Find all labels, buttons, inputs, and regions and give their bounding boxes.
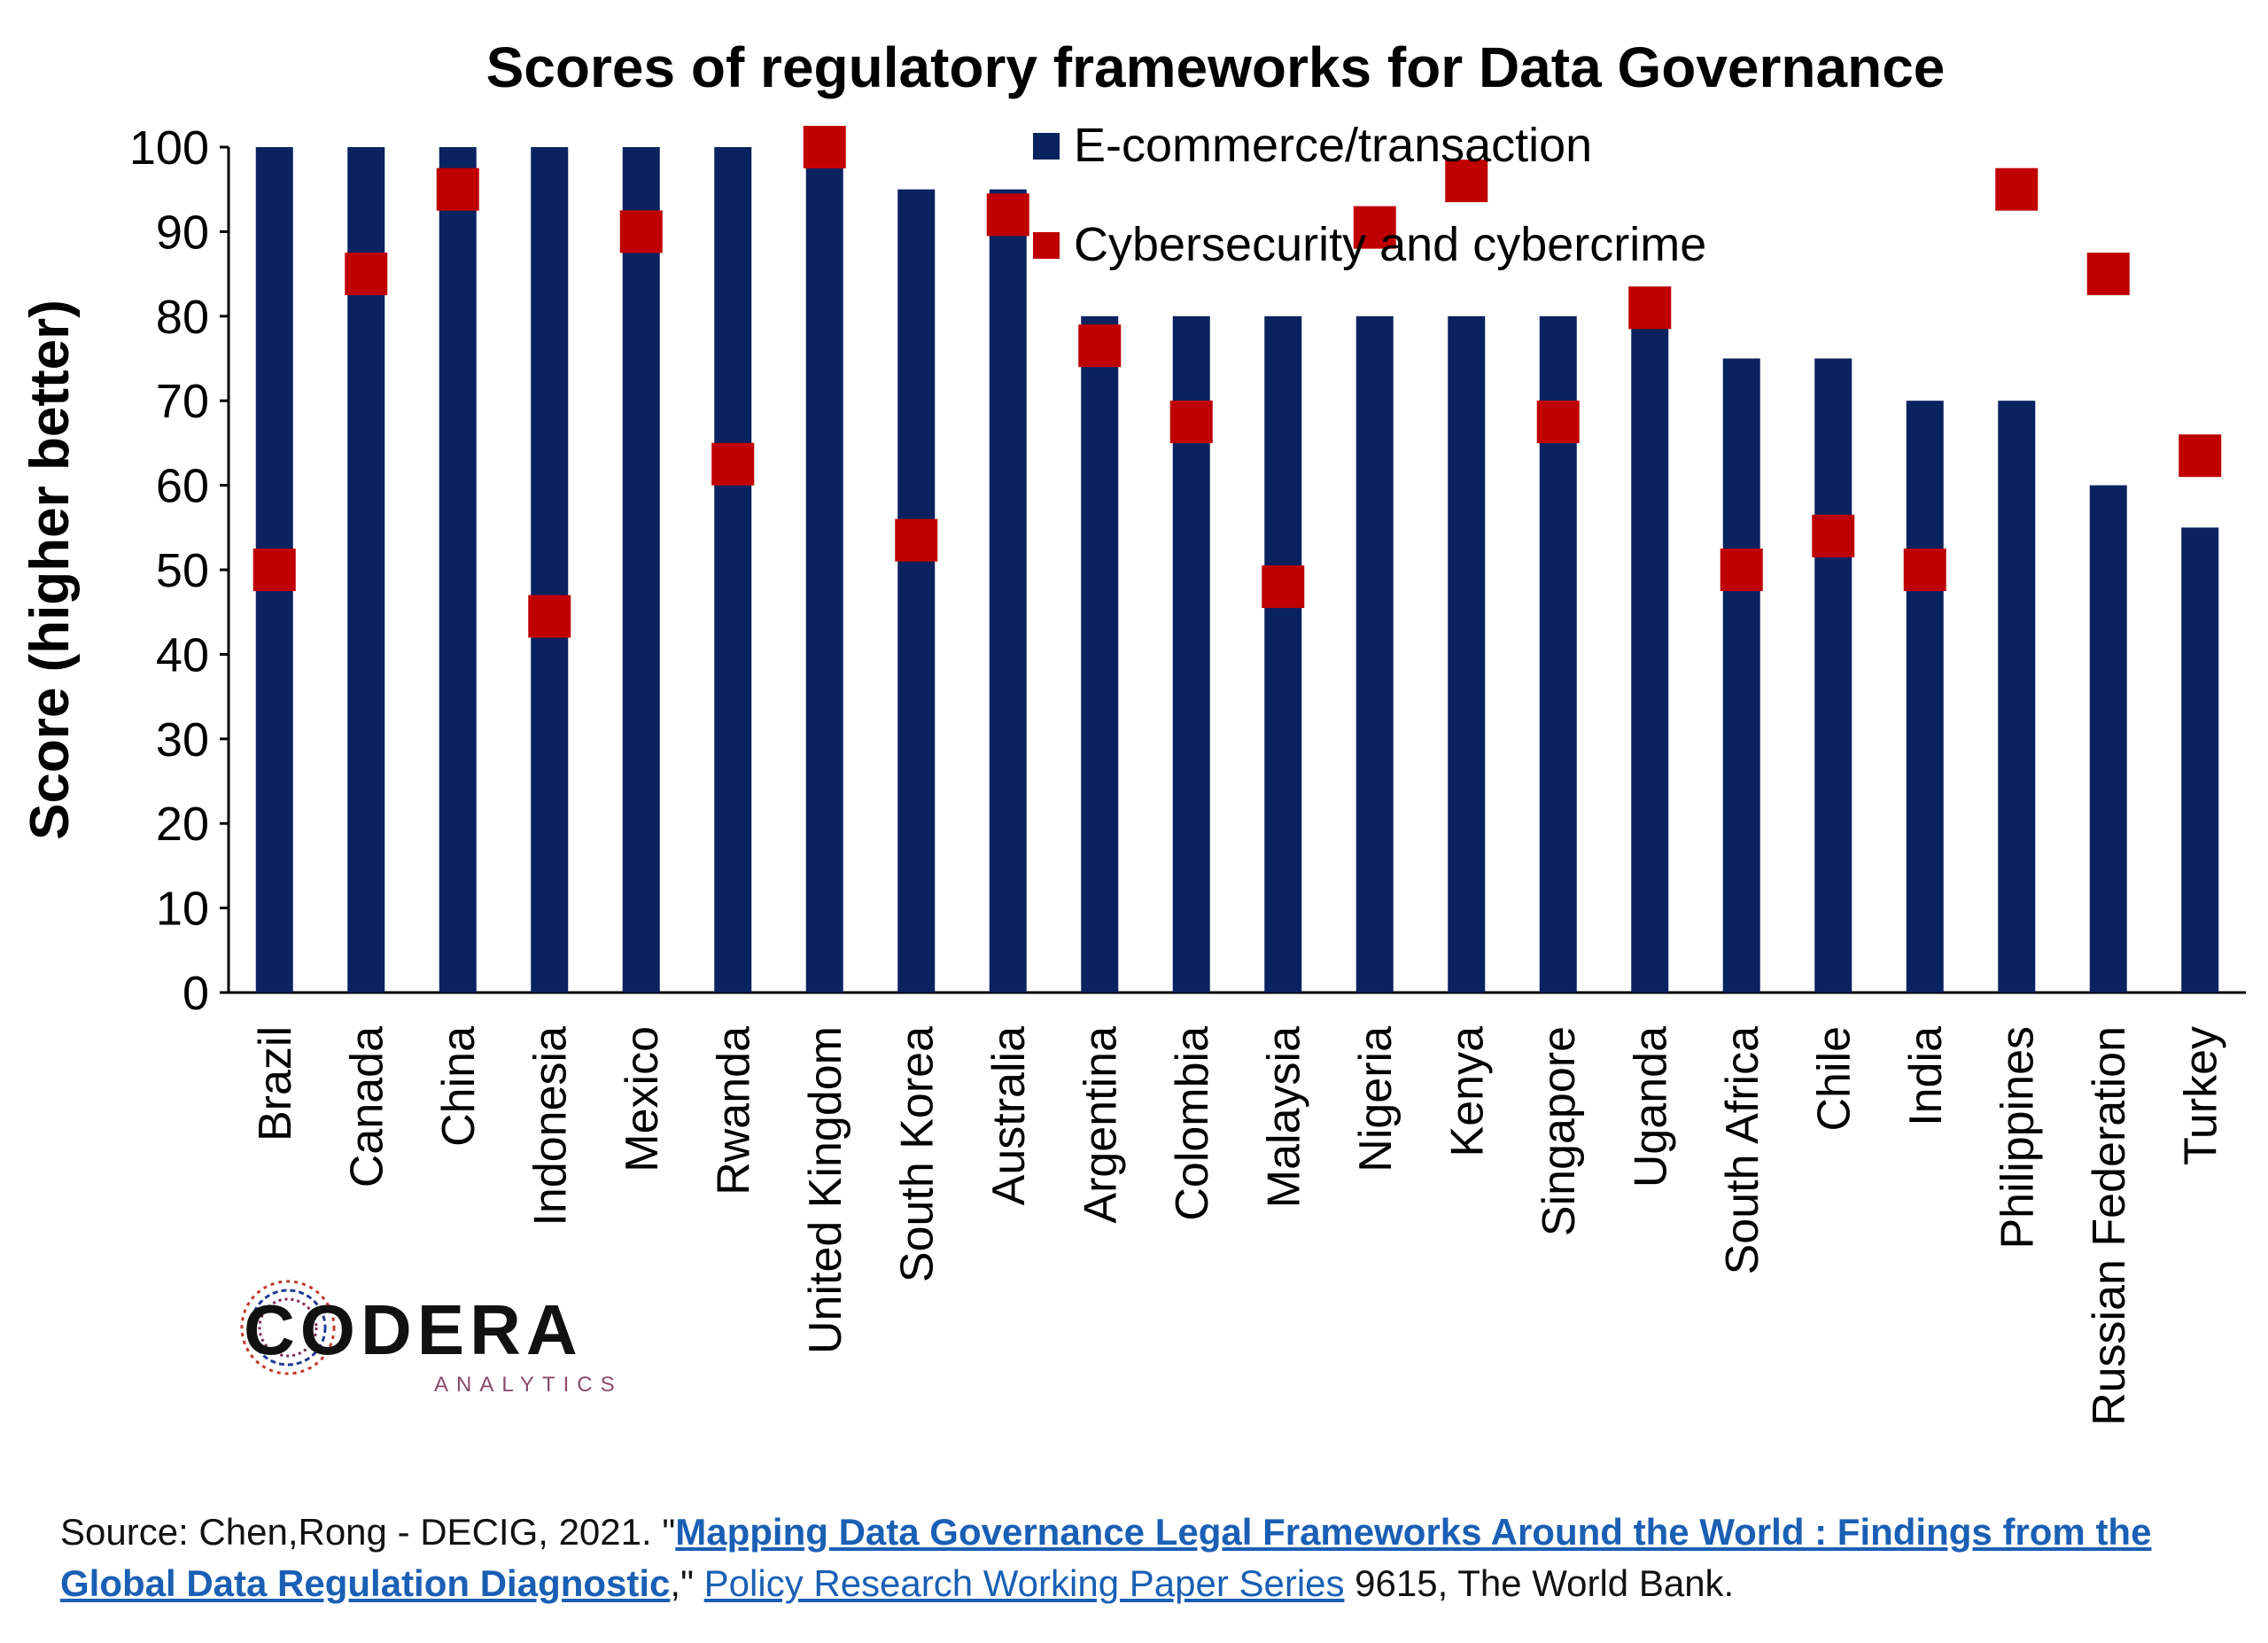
x-tick-label: Uganda	[1625, 1026, 1676, 1187]
y-tick-label: 0	[183, 967, 209, 1020]
marker-mexico	[619, 210, 663, 253]
y-tick-label: 70	[156, 375, 209, 428]
x-tick-label: Rwanda	[708, 1026, 759, 1195]
x-tick-label: Philippines	[1992, 1026, 2043, 1250]
x-tick-label: Indonesia	[524, 1026, 576, 1226]
bar-argentina	[1081, 315, 1119, 993]
bar-russian-federation	[2089, 485, 2127, 993]
series-link[interactable]: Policy Research Working Paper Series	[703, 1562, 1345, 1604]
x-tick-label: Australia	[983, 1026, 1035, 1205]
bar-uganda	[1631, 315, 1669, 993]
bar-indonesia	[531, 147, 569, 993]
bar-malaysia	[1264, 315, 1302, 993]
x-tick-label: India	[1900, 1026, 1952, 1126]
bar-chile	[1814, 358, 1852, 993]
marker-south-africa	[1720, 549, 1763, 591]
x-tick-label: United Kingdom	[800, 1026, 851, 1354]
bar-philippines	[1998, 401, 2036, 993]
x-tick-label: Malaysia	[1258, 1026, 1309, 1208]
x-tick-label: Turkey	[2175, 1026, 2226, 1165]
x-tick-label: Brazil	[250, 1026, 301, 1141]
y-tick-label: 80	[156, 291, 209, 344]
marker-indonesia	[528, 595, 571, 638]
marker-russian-federation	[2086, 253, 2130, 296]
y-tick-label: 90	[156, 206, 209, 259]
marker-kenya	[1445, 160, 1488, 203]
y-tick-label: 60	[156, 460, 209, 513]
marker-india	[1903, 549, 1946, 591]
marker-colombia	[1169, 401, 1213, 444]
marker-south-korea	[895, 518, 938, 562]
x-tick-label: Colombia	[1167, 1026, 1218, 1221]
logo-subtitle: ANALYTICS	[434, 1373, 623, 1397]
source-mid: ,"	[670, 1562, 704, 1604]
y-axis-title: Score (higher better)	[19, 300, 81, 840]
y-tick-label: 30	[156, 713, 209, 767]
x-tick-label: Argentina	[1075, 1026, 1126, 1224]
marker-uganda	[1628, 286, 1672, 330]
bar-mexico	[622, 147, 660, 993]
y-tick-label: 100	[129, 121, 209, 175]
x-tick-label: South Korea	[891, 1026, 943, 1282]
legend-label-cybersecurity: Cybersecurity and cybercrime	[1074, 218, 1706, 271]
bar-rwanda	[714, 147, 752, 993]
marker-united-kingdom	[803, 126, 846, 168]
x-tick-label: Russian Federation	[2084, 1026, 2135, 1426]
legend-swatch-ecommerce	[1033, 133, 1060, 160]
x-tick-label: Mexico	[617, 1026, 668, 1172]
y-tick-label: 20	[156, 798, 209, 851]
bar-turkey	[2181, 527, 2219, 993]
legend-label-ecommerce: E-commerce/transaction	[1074, 119, 1592, 172]
source-citation: Source: Chen,Rong - DECIG, 2021. "Mappin…	[60, 1507, 2222, 1609]
legend-swatch-cybersecurity	[1033, 232, 1060, 259]
source-prefix: Source: Chen,Rong - DECIG, 2021. "	[60, 1511, 676, 1553]
bar-australia	[989, 189, 1027, 993]
marker-chile	[1812, 514, 1855, 557]
marker-china	[436, 167, 479, 211]
bar-south-korea	[897, 189, 936, 993]
paper-title-link[interactable]: Mapping Data Governance Legal Frameworks…	[60, 1511, 2152, 1604]
marker-australia	[986, 193, 1029, 237]
bar-china	[439, 147, 477, 993]
x-tick-label: China	[433, 1026, 485, 1147]
bar-south-africa	[1722, 358, 1760, 993]
marker-nigeria	[1353, 206, 1396, 249]
marker-rwanda	[711, 442, 755, 486]
logo-ring-icon	[240, 1280, 336, 1375]
bar-india	[1906, 401, 1944, 993]
marker-canada	[345, 253, 388, 296]
x-tick-label: Chile	[1808, 1026, 1860, 1132]
x-tick-label: Singapore	[1534, 1026, 1585, 1236]
y-tick-label: 10	[156, 883, 209, 936]
marker-brazil	[252, 549, 296, 591]
x-tick-label: Kenya	[1441, 1026, 1493, 1157]
bar-nigeria	[1355, 315, 1394, 993]
marker-malaysia	[1262, 565, 1305, 609]
marker-turkey	[2179, 434, 2222, 478]
x-tick-label: South Africa	[1717, 1026, 1768, 1274]
x-tick-label: Canada	[341, 1026, 392, 1187]
codera-logo: CODERA ANALYTICS	[240, 1280, 623, 1397]
marker-singapore	[1536, 401, 1580, 444]
source-suffix: 9615, The World Bank.	[1344, 1562, 1735, 1604]
bar-united-kingdom	[805, 147, 843, 993]
x-tick-label: Nigeria	[1350, 1026, 1402, 1172]
bar-kenya	[1448, 315, 1486, 993]
y-tick-label: 50	[156, 544, 209, 597]
y-tick-label: 40	[156, 628, 209, 681]
marker-philippines	[1995, 167, 2039, 211]
logo-name: CODERA	[244, 1290, 583, 1369]
chart-title: Scores of regulatory frameworks for Data…	[486, 35, 1946, 99]
marker-argentina	[1078, 324, 1122, 368]
